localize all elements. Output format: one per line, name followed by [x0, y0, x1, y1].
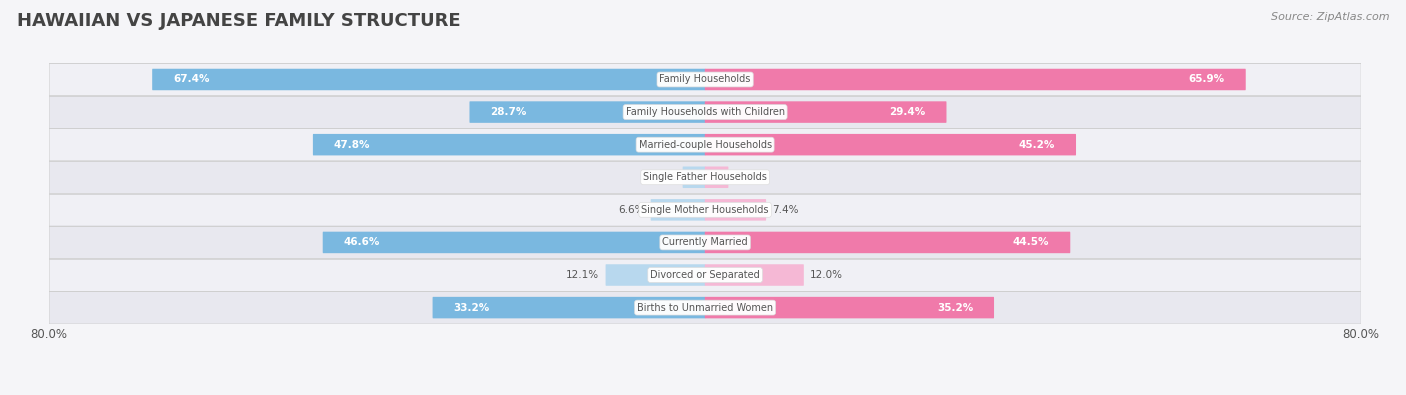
FancyBboxPatch shape	[704, 199, 766, 220]
Text: Single Mother Households: Single Mother Households	[641, 205, 769, 215]
FancyBboxPatch shape	[433, 297, 706, 318]
Text: Divorced or Separated: Divorced or Separated	[650, 270, 761, 280]
FancyBboxPatch shape	[470, 102, 706, 123]
FancyBboxPatch shape	[704, 102, 946, 123]
Text: 35.2%: 35.2%	[936, 303, 973, 312]
Text: HAWAIIAN VS JAPANESE FAMILY STRUCTURE: HAWAIIAN VS JAPANESE FAMILY STRUCTURE	[17, 12, 461, 30]
FancyBboxPatch shape	[704, 134, 1076, 155]
Text: Currently Married: Currently Married	[662, 237, 748, 247]
Text: 67.4%: 67.4%	[173, 75, 209, 85]
Text: 7.4%: 7.4%	[772, 205, 799, 215]
FancyBboxPatch shape	[683, 167, 706, 188]
FancyBboxPatch shape	[49, 259, 1361, 291]
FancyBboxPatch shape	[49, 226, 1361, 259]
Text: 65.9%: 65.9%	[1189, 75, 1225, 85]
Text: 2.7%: 2.7%	[650, 172, 676, 182]
Text: 2.8%: 2.8%	[734, 172, 761, 182]
Text: Family Households with Children: Family Households with Children	[626, 107, 785, 117]
Text: 45.2%: 45.2%	[1019, 140, 1054, 150]
Text: Family Households: Family Households	[659, 75, 751, 85]
FancyBboxPatch shape	[152, 69, 706, 90]
FancyBboxPatch shape	[704, 167, 728, 188]
Text: Single Father Households: Single Father Households	[643, 172, 768, 182]
Text: 47.8%: 47.8%	[333, 140, 370, 150]
FancyBboxPatch shape	[704, 69, 1246, 90]
FancyBboxPatch shape	[314, 134, 706, 155]
Text: Births to Unmarried Women: Births to Unmarried Women	[637, 303, 773, 312]
FancyBboxPatch shape	[49, 161, 1361, 194]
Text: 6.6%: 6.6%	[619, 205, 644, 215]
Text: 28.7%: 28.7%	[491, 107, 527, 117]
FancyBboxPatch shape	[49, 194, 1361, 226]
Text: Married-couple Households: Married-couple Households	[638, 140, 772, 150]
Text: 46.6%: 46.6%	[343, 237, 380, 247]
FancyBboxPatch shape	[651, 199, 706, 220]
FancyBboxPatch shape	[606, 264, 706, 286]
FancyBboxPatch shape	[323, 232, 706, 253]
Text: 33.2%: 33.2%	[453, 303, 489, 312]
FancyBboxPatch shape	[49, 96, 1361, 128]
FancyBboxPatch shape	[49, 63, 1361, 96]
FancyBboxPatch shape	[704, 232, 1070, 253]
FancyBboxPatch shape	[49, 128, 1361, 161]
FancyBboxPatch shape	[704, 297, 994, 318]
FancyBboxPatch shape	[704, 264, 804, 286]
Text: Source: ZipAtlas.com: Source: ZipAtlas.com	[1271, 12, 1389, 22]
FancyBboxPatch shape	[49, 291, 1361, 324]
Text: 29.4%: 29.4%	[890, 107, 925, 117]
Text: 12.1%: 12.1%	[567, 270, 599, 280]
Text: 44.5%: 44.5%	[1012, 237, 1049, 247]
Text: 12.0%: 12.0%	[810, 270, 844, 280]
